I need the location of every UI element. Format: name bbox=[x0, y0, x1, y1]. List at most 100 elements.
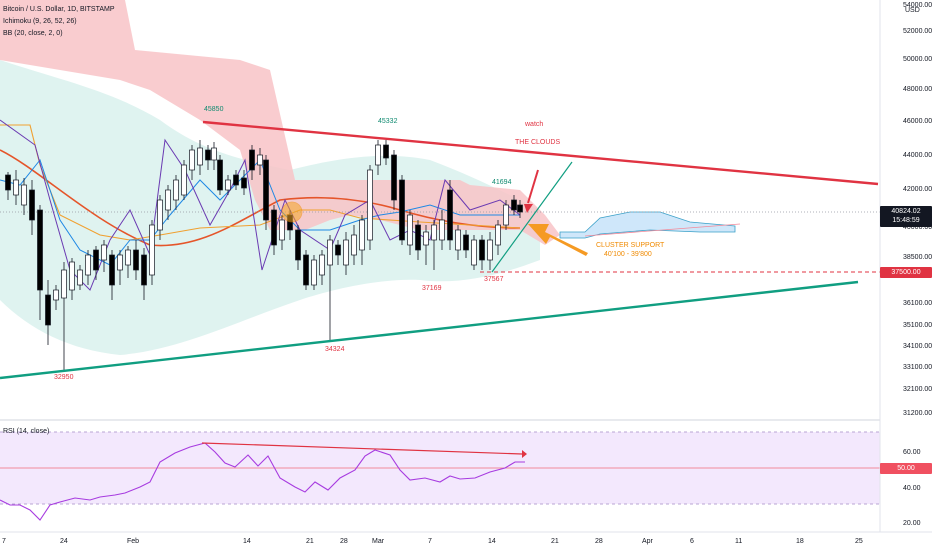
ma-red-line bbox=[0, 149, 521, 247]
candle-body bbox=[303, 254, 309, 286]
candle-body bbox=[225, 179, 231, 191]
price-tick-label: 44000.00 bbox=[903, 152, 932, 159]
resistance-trendline[interactable] bbox=[202, 120, 879, 186]
candle-body bbox=[101, 244, 107, 261]
price-tick-label: 38500.00 bbox=[903, 254, 932, 261]
candle-body bbox=[343, 239, 349, 266]
candle-body bbox=[399, 179, 405, 241]
price-tick-label: 52000.00 bbox=[903, 28, 932, 35]
candle-body bbox=[271, 209, 277, 246]
support-trendline[interactable] bbox=[0, 280, 859, 380]
time-tick-label: Apr bbox=[642, 538, 654, 545]
candle-body bbox=[423, 231, 429, 246]
price-tick-label: 35100.00 bbox=[903, 322, 932, 329]
candle-body bbox=[149, 224, 155, 276]
candle-body bbox=[53, 289, 59, 301]
price-tick-label: 40000.00 bbox=[903, 224, 932, 231]
candle-body bbox=[157, 199, 163, 231]
high-label-3: 41694 bbox=[492, 179, 512, 186]
candle-body bbox=[205, 149, 211, 161]
candle-body bbox=[495, 224, 501, 246]
price-tick-label: 36100.00 bbox=[903, 300, 932, 307]
candle-body bbox=[85, 254, 91, 276]
price-tick-label: 31200.00 bbox=[903, 410, 932, 417]
candle-body bbox=[125, 249, 131, 266]
candle-body bbox=[367, 169, 373, 241]
candle-body bbox=[487, 239, 493, 261]
level-price-tag: 37500.00 bbox=[880, 267, 932, 278]
candle-body bbox=[391, 154, 397, 201]
candle-body bbox=[61, 269, 67, 299]
candle-body bbox=[93, 249, 99, 271]
price-tick-label: 50000.00 bbox=[903, 56, 932, 63]
ichimoku-legend[interactable]: Ichimoku (9, 26, 52, 26) bbox=[3, 18, 77, 25]
candle-body bbox=[311, 259, 317, 286]
time-tick-label: 28 bbox=[340, 538, 348, 545]
time-tick-label: 18 bbox=[796, 538, 804, 545]
rsi-line bbox=[0, 442, 525, 521]
bb-legend[interactable]: BB (20, close, 2, 0) bbox=[3, 30, 63, 37]
rsi-axis[interactable]: 60.00 40.00 20.00 bbox=[903, 449, 921, 527]
time-tick-label: Feb bbox=[127, 538, 139, 545]
senkou-b-future bbox=[584, 223, 741, 237]
candle-body bbox=[133, 249, 139, 271]
candle-body bbox=[407, 214, 413, 246]
candle-body bbox=[109, 254, 115, 286]
candle-body bbox=[13, 179, 19, 196]
symbol-legend[interactable]: Bitcoin / U.S. Dollar, 1D, BITSTAMP bbox=[3, 6, 115, 13]
candle-body bbox=[117, 254, 123, 271]
rsi-divergence-arrow-icon bbox=[522, 450, 527, 458]
rsi-tick-label: 20.00 bbox=[903, 520, 921, 527]
cluster-range-label: 40'100 - 39'800 bbox=[604, 251, 652, 258]
ichimoku-cloud-future bbox=[559, 211, 736, 239]
current-price-tag: 40824.02 15:48:59 bbox=[880, 206, 932, 227]
time-tick-label: 14 bbox=[488, 538, 496, 545]
time-axis[interactable]: 7 24 Feb 14 21 28 Mar 7 14 21 28 Apr 6 11 18 25 bbox=[2, 538, 863, 545]
candle-body bbox=[439, 219, 445, 241]
candle-body bbox=[503, 204, 509, 226]
candle-body bbox=[471, 239, 477, 266]
ichimoku-cloud-bearish bbox=[0, 0, 560, 245]
watch-arrow-shaft bbox=[527, 169, 539, 204]
price-axis[interactable]: 54000.00 52000.00 50000.00 48000.00 46000.00… bbox=[903, 2, 932, 417]
low-label-1: 32950 bbox=[54, 374, 74, 381]
candle-body bbox=[447, 189, 453, 241]
candle-body bbox=[415, 224, 421, 251]
chart-legend[interactable]: Bitcoin / U.S. Dollar, 1D, BITSTAMP Ichi… bbox=[3, 4, 115, 40]
candle-body bbox=[431, 224, 437, 241]
crossover-marker bbox=[281, 201, 303, 223]
price-tick-label: 42000.00 bbox=[903, 186, 932, 193]
candle-body bbox=[517, 204, 523, 213]
rsi-tick-label: 60.00 bbox=[903, 449, 921, 456]
time-tick-label: 11 bbox=[735, 538, 742, 545]
time-tick-label: 28 bbox=[595, 538, 603, 545]
candlesticks bbox=[5, 140, 523, 370]
candle-body bbox=[463, 234, 469, 251]
rsi-legend[interactable]: RSI (14, close) bbox=[3, 428, 50, 435]
candle-body bbox=[327, 239, 333, 266]
candle-body bbox=[189, 149, 195, 171]
price-tick-label: 34100.00 bbox=[903, 343, 932, 350]
rsi-current-tag: 50.00 bbox=[880, 463, 932, 474]
candle-body bbox=[45, 294, 51, 326]
rising-trendline[interactable] bbox=[491, 161, 573, 273]
candle-body bbox=[69, 261, 75, 291]
rsi-divergence-line bbox=[201, 442, 523, 455]
low-label-2: 34324 bbox=[325, 346, 345, 353]
currency-label: USD bbox=[905, 7, 920, 14]
candle-body bbox=[241, 177, 247, 189]
candle-body bbox=[217, 159, 223, 191]
candle-body bbox=[211, 147, 217, 161]
candle-body bbox=[197, 147, 203, 166]
candle-body bbox=[351, 234, 357, 256]
time-tick-label: 14 bbox=[243, 538, 251, 545]
cluster-support-label: CLUSTER SUPPORT bbox=[596, 242, 665, 249]
time-tick-label: Mar bbox=[372, 538, 385, 545]
current-price-value: 40824.02 bbox=[891, 208, 921, 215]
time-tick-label: 6 bbox=[690, 538, 694, 545]
candle-body bbox=[233, 174, 239, 186]
candle-body bbox=[181, 164, 187, 196]
candle-body bbox=[479, 239, 485, 261]
